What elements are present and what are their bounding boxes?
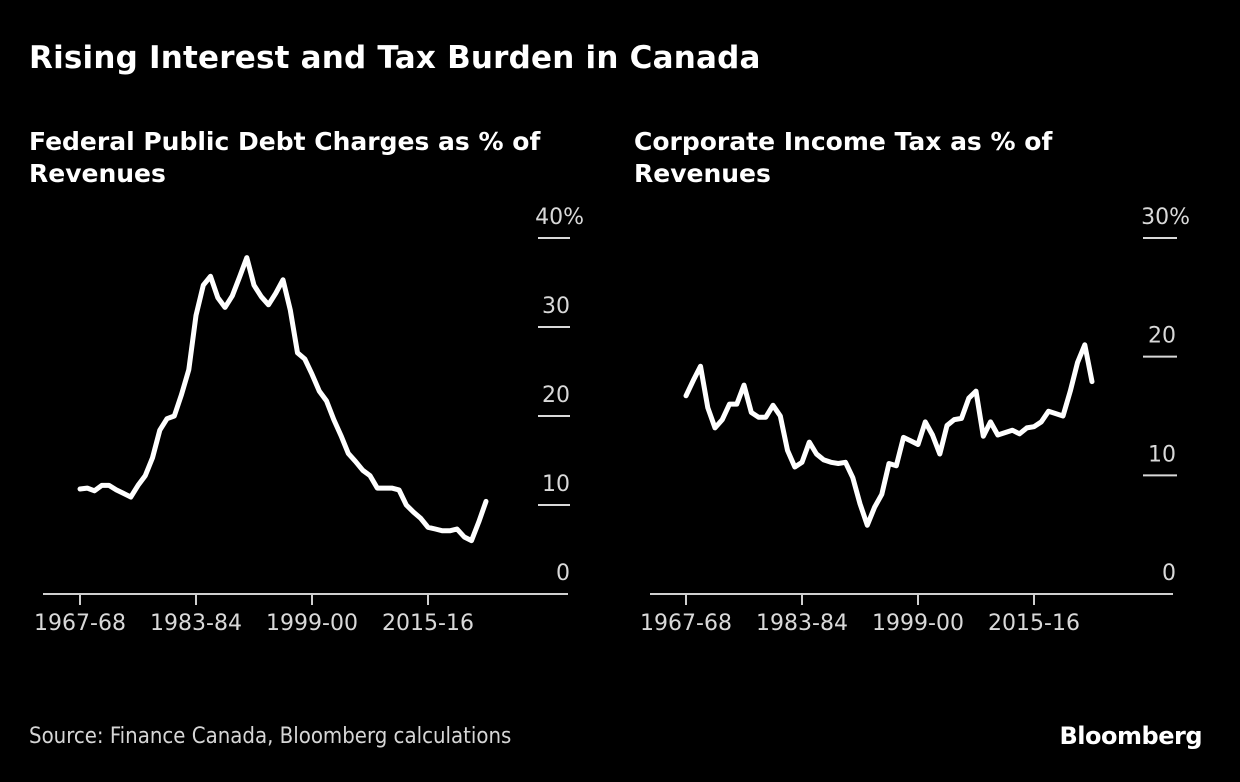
y-tick-label: 20 [542, 383, 570, 408]
y-tick-label: 10 [542, 472, 570, 497]
x-tick-label: 1983-84 [756, 611, 848, 636]
debt-charges-chart: 0 10 20 30 40% 1967-68 1983-84 1999-00 2015-16 [34, 205, 584, 636]
x-tick-label: 1983-84 [150, 611, 242, 636]
y-tick-label: 10 [1148, 442, 1176, 467]
page-title: Rising Interest and Tax Burden in Canada [29, 40, 761, 76]
y-tick-label: 0 [1162, 561, 1176, 586]
y-tick-label: 0 [556, 561, 570, 586]
data-series-line [77, 255, 489, 544]
data-series-line [683, 342, 1095, 528]
source-note: Source: Finance Canada, Bloomberg calcul… [29, 724, 512, 749]
bloomberg-logo: Bloomberg [1059, 722, 1203, 750]
y-tick-label: 20 [1148, 324, 1176, 349]
x-tick-label: 1967-68 [640, 611, 732, 636]
x-tick-label: 1967-68 [34, 611, 126, 636]
y-tick-label: 40% [535, 205, 584, 230]
x-tick-label: 2015-16 [988, 611, 1080, 636]
chart-title-debt-charges: Federal Public Debt Charges as % of Reve… [29, 127, 541, 188]
chart-title-corporate-tax: Corporate Income Tax as % of Revenues [634, 127, 1053, 188]
y-tick-label: 30 [542, 294, 570, 319]
x-tick-label: 1999-00 [872, 611, 964, 636]
x-tick-label: 1999-00 [266, 611, 358, 636]
y-tick-label: 30% [1141, 205, 1190, 230]
x-tick-label: 2015-16 [382, 611, 474, 636]
